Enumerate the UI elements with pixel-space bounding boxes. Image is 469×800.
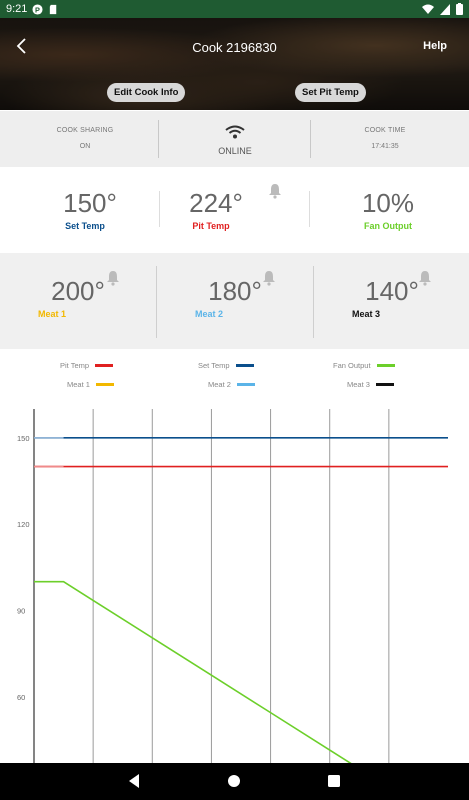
page-title: Cook 2196830 bbox=[192, 40, 277, 55]
legend-item: Fan Output bbox=[333, 361, 395, 370]
meat-2-alarm-bell-icon[interactable] bbox=[262, 270, 276, 286]
app-notification-icon: P bbox=[32, 3, 43, 15]
meat-3-card[interactable]: 140° Meat 3 bbox=[314, 253, 469, 349]
cook-time-cell: COOK TIME 17:41:35 bbox=[330, 127, 440, 183]
pit-temp-card[interactable]: 224° Pit Temp bbox=[141, 167, 291, 253]
legend-swatch bbox=[375, 383, 394, 386]
y-tick-label: 120 bbox=[17, 520, 30, 529]
set-temp-card[interactable]: 150° Set Temp bbox=[15, 167, 165, 253]
wifi-status-icon bbox=[422, 4, 434, 14]
legend-label: Meat 2 bbox=[208, 380, 231, 389]
wifi-icon bbox=[225, 125, 245, 139]
header-banner: Cook 2196830 Help Edit Cook Info Set Pit… bbox=[0, 18, 469, 110]
legend-label: Meat 3 bbox=[347, 380, 370, 389]
meat-2-card[interactable]: 180° Meat 2 bbox=[157, 253, 313, 349]
nav-back-icon[interactable] bbox=[127, 773, 141, 789]
cook-sharing-cell[interactable]: COOK SHARING ON bbox=[30, 127, 140, 183]
legend-item: Meat 2 bbox=[208, 380, 255, 389]
cook-info-strip: COOK SHARING ON ONLINE COOK TIME 17:41:3… bbox=[0, 111, 469, 167]
legend-swatch bbox=[95, 364, 114, 367]
legend-label: Meat 1 bbox=[67, 380, 90, 389]
legend-item: Set Temp bbox=[198, 361, 254, 370]
cook-time-value: 17:41:35 bbox=[371, 143, 399, 150]
online-status-cell: ONLINE bbox=[160, 125, 310, 181]
fan-output-card: 10% Fan Output bbox=[313, 167, 463, 253]
status-icons bbox=[422, 3, 463, 15]
cook-sharing-label: COOK SHARING bbox=[56, 127, 114, 134]
meat-2-label: Meat 2 bbox=[195, 309, 224, 319]
set-temp-value: 150° bbox=[63, 188, 117, 218]
back-arrow-icon[interactable] bbox=[12, 36, 32, 56]
temperature-chart[interactable]: 150 120 90 60 bbox=[0, 401, 469, 800]
y-tick-label: 90 bbox=[17, 606, 25, 615]
chart-legend: Pit Temp Set Temp Fan Output Meat 1 Meat… bbox=[0, 349, 469, 401]
meat-3-alarm-bell-icon[interactable] bbox=[418, 270, 432, 286]
nav-home-icon[interactable] bbox=[227, 773, 241, 789]
series-line-fan-output bbox=[34, 580, 411, 800]
divider bbox=[310, 120, 311, 158]
legend-swatch bbox=[376, 364, 395, 367]
legend-swatch bbox=[236, 383, 255, 386]
set-pit-temp-button[interactable]: Set Pit Temp bbox=[295, 83, 366, 102]
y-tick-label: 150 bbox=[17, 434, 30, 443]
svg-text:P: P bbox=[35, 5, 40, 14]
pit-temp-label: Pit Temp bbox=[192, 221, 230, 231]
meat-1-label: Meat 1 bbox=[38, 309, 67, 319]
cell-signal-icon bbox=[440, 3, 450, 15]
status-time: 9:21 bbox=[6, 3, 28, 15]
header-overlay bbox=[0, 18, 469, 110]
cook-sharing-value: ON bbox=[79, 143, 91, 150]
meat-2-value: 180° bbox=[208, 276, 262, 306]
meat-3-value: 140° bbox=[365, 276, 419, 306]
fan-output-value: 10% bbox=[361, 188, 415, 218]
fan-output-label: Fan Output bbox=[364, 221, 412, 231]
system-nav-bar bbox=[0, 763, 469, 800]
cook-time-label: COOK TIME bbox=[364, 127, 406, 134]
sd-card-icon bbox=[50, 4, 57, 14]
divider bbox=[309, 191, 310, 227]
divider bbox=[156, 266, 157, 338]
divider bbox=[313, 266, 314, 338]
help-button[interactable]: Help bbox=[423, 40, 447, 52]
status-bar: 9:21 P bbox=[0, 0, 469, 18]
chart-svg: 150 120 90 60 bbox=[17, 409, 448, 800]
pit-temp-value: 224° bbox=[189, 188, 243, 218]
set-temp-label: Set Temp bbox=[65, 221, 105, 231]
battery-icon bbox=[456, 3, 463, 15]
meat-1-alarm-bell-icon[interactable] bbox=[106, 270, 120, 286]
legend-item: Pit Temp bbox=[60, 361, 114, 370]
legend-swatch bbox=[235, 364, 254, 367]
edit-cook-info-button[interactable]: Edit Cook Info bbox=[107, 83, 186, 102]
legend-label: Fan Output bbox=[333, 361, 371, 370]
pit-alarm-bell-icon[interactable] bbox=[268, 183, 282, 199]
legend-swatch bbox=[95, 383, 114, 386]
divider bbox=[159, 191, 160, 227]
legend-item: Meat 1 bbox=[67, 380, 114, 389]
y-tick-label: 60 bbox=[17, 693, 25, 702]
divider bbox=[158, 120, 159, 158]
meat-1-card[interactable]: 200° Meat 1 bbox=[0, 253, 156, 349]
legend-label: Pit Temp bbox=[60, 361, 90, 370]
nav-recents-icon[interactable] bbox=[327, 773, 341, 789]
temperature-summary: 150° Set Temp 224° Pit Temp 10% Fan Outp… bbox=[0, 167, 469, 253]
meat-1-value: 200° bbox=[51, 276, 105, 306]
legend-item: Meat 3 bbox=[347, 380, 394, 389]
meat-probes: 200° Meat 1 180° Meat 2 140° Meat 3 bbox=[0, 253, 469, 349]
meat-3-label: Meat 3 bbox=[352, 309, 381, 319]
online-status-label: ONLINE bbox=[218, 146, 252, 156]
legend-label: Set Temp bbox=[198, 361, 230, 370]
